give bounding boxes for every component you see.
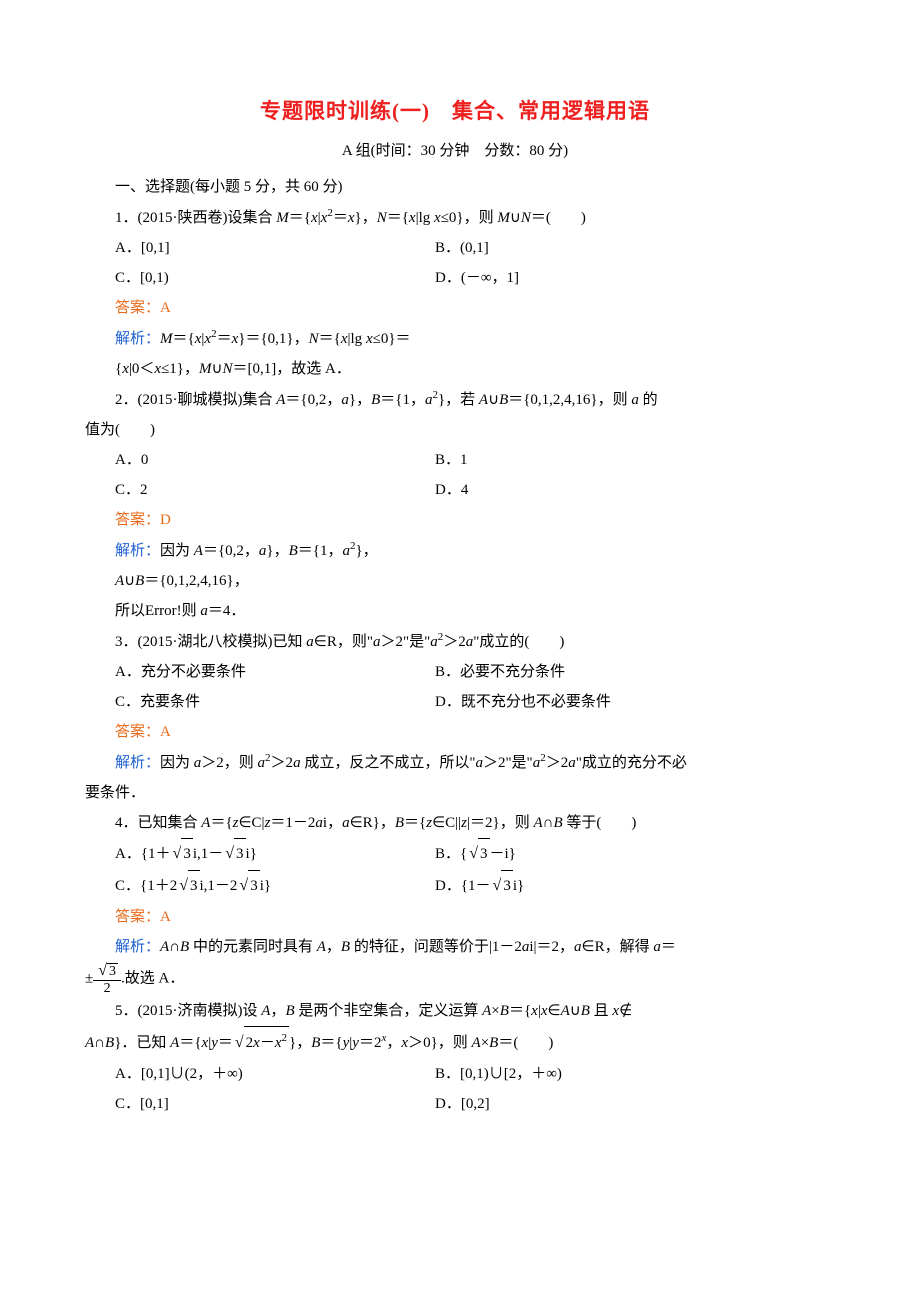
- q4-explain: 解析：A∩B 中的元素同时具有 A，B 的特征，问题等价于|1－2ai|＝2，a…: [85, 932, 825, 962]
- q2-options-row2: C．2 D．4: [85, 475, 825, 505]
- q1-stem: 1．(2015·陕西卷)设集合 M＝{x|x2＝x}，N＝{x|lg x≤0}，…: [85, 202, 825, 233]
- q1-explain: 解析：M＝{x|x2＝x}＝{0,1}，N＝{x|lg x≤0}＝: [85, 323, 825, 354]
- q5-option-a: A．[0,1]∪(2，＋∞): [115, 1059, 435, 1089]
- q1-explain-line2: {x|0＜x≤1}，M∪N＝[0,1]，故选 A．: [85, 354, 825, 384]
- q4-option-b: B．{3－i}: [435, 838, 516, 870]
- explain-label: 解析：: [115, 331, 160, 347]
- page-subtitle: A 组(时间：30 分钟 分数：80 分): [85, 136, 825, 166]
- q5-option-d: D．[0,2]: [435, 1089, 490, 1119]
- q3-options-row2: C．充要条件 D．既不充分也不必要条件: [85, 687, 825, 717]
- q4-option-a: A．{1＋3i,1－3i}: [115, 838, 435, 870]
- q1-option-c: C．[0,1): [115, 263, 435, 293]
- explain-label: 解析：: [115, 543, 160, 559]
- q5-options-row1: A．[0,1]∪(2，＋∞) B．[0,1)∪[2，＋∞): [85, 1059, 825, 1089]
- q2-answer: 答案：D: [85, 505, 825, 535]
- q5-stem-line2: A∩B}．已知 A＝{x|y＝2x－x2}，B＝{y|y＝2x，x＞0}，则 A…: [85, 1026, 825, 1059]
- q4-options-row2: C．{1＋23i,1－23i} D．{1－3i}: [85, 870, 825, 902]
- q2-explain-line2: A∪B＝{0,1,2,4,16}，: [85, 566, 825, 596]
- q1-options-row2: C．[0,1) D．(－∞，1]: [85, 263, 825, 293]
- section-heading: 一、选择题(每小题 5 分，共 60 分): [85, 172, 825, 202]
- q1-option-a: A．[0,1]: [115, 233, 435, 263]
- q2-option-d: D．4: [435, 475, 468, 505]
- q5-option-c: C．[0,1]: [115, 1089, 435, 1119]
- q4-options-row1: A．{1＋3i,1－3i} B．{3－i}: [85, 838, 825, 870]
- q3-option-b: B．必要不充分条件: [435, 657, 565, 687]
- q2-stem: 2．(2015·聊城模拟)集合 A＝{0,2，a}，B＝{1，a2}，若 A∪B…: [85, 384, 825, 415]
- q4-stem: 4．已知集合 A＝{z∈C|z＝1－2ai，a∈R}，B＝{z∈C||z|＝2}…: [85, 808, 825, 838]
- q4-option-c: C．{1＋23i,1－23i}: [115, 870, 435, 902]
- q2-explain-line3: 所以Error!则 a＝4．: [85, 596, 825, 626]
- page-title: 专题限时训练(一) 集合、常用逻辑用语: [85, 90, 825, 132]
- q3-option-a: A．充分不必要条件: [115, 657, 435, 687]
- q3-explain: 解析：因为 a＞2，则 a2＞2a 成立，反之不成立，所以"a＞2"是"a2＞2…: [85, 747, 825, 778]
- q3-explain-tail: 要条件．: [85, 778, 825, 808]
- q3-options-row1: A．充分不必要条件 B．必要不充分条件: [85, 657, 825, 687]
- q5-option-b: B．[0,1)∪[2，＋∞): [435, 1059, 562, 1089]
- q4-answer: 答案：A: [85, 902, 825, 932]
- explain-label: 解析：: [115, 755, 160, 771]
- explain-label: 解析：: [115, 939, 160, 955]
- q2-stem-tail: 值为( ): [85, 415, 825, 445]
- q1-answer: 答案：A: [85, 293, 825, 323]
- q2-options-row1: A．0 B．1: [85, 445, 825, 475]
- q3-option-d: D．既不充分也不必要条件: [435, 687, 611, 717]
- q2-explain: 解析：因为 A＝{0,2，a}，B＝{1，a2}，: [85, 535, 825, 566]
- q3-stem: 3．(2015·湖北八校模拟)已知 a∈R，则"a＞2"是"a2＞2a"成立的(…: [85, 626, 825, 657]
- q1-option-d: D．(－∞，1]: [435, 263, 519, 293]
- q2-option-a: A．0: [115, 445, 435, 475]
- q2-option-c: C．2: [115, 475, 435, 505]
- q3-option-c: C．充要条件: [115, 687, 435, 717]
- q5-options-row2: C．[0,1] D．[0,2]: [85, 1089, 825, 1119]
- q2-option-b: B．1: [435, 445, 468, 475]
- q3-answer: 答案：A: [85, 717, 825, 747]
- q1-options-row1: A．[0,1] B．(0,1]: [85, 233, 825, 263]
- q4-option-d: D．{1－3i}: [435, 870, 524, 902]
- q1-option-b: B．(0,1]: [435, 233, 489, 263]
- q5-stem: 5．(2015·济南模拟)设 A，B 是两个非空集合，定义运算 A×B＝{x|x…: [85, 996, 825, 1026]
- q4-explain-line2: ±32.故选 A．: [85, 962, 825, 996]
